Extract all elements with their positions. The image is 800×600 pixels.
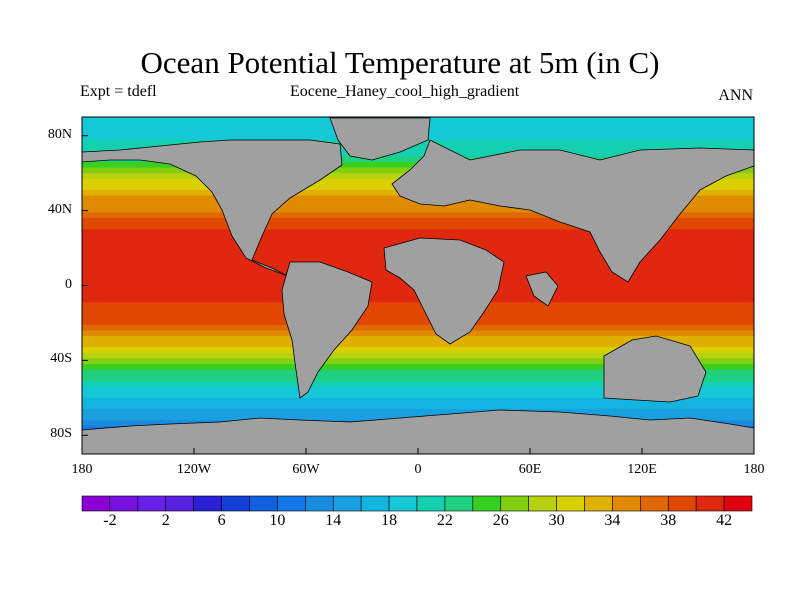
landmass-africa bbox=[383, 237, 505, 345]
temperature-band bbox=[82, 302, 754, 309]
temperature-band bbox=[82, 319, 754, 326]
longitude-tick-label: 0 bbox=[414, 462, 422, 477]
temperature-band bbox=[82, 150, 754, 157]
temperature-band bbox=[82, 364, 754, 371]
colorbar-label: 42 bbox=[716, 512, 733, 529]
latitude-tick-label: 80N bbox=[47, 126, 72, 142]
colorbar-box bbox=[81, 495, 111, 512]
colorbar-box bbox=[221, 495, 250, 512]
colorbar-box bbox=[640, 495, 669, 512]
colorbar-box bbox=[667, 495, 697, 512]
colorbar-label: 2 bbox=[161, 512, 170, 529]
colorbar-label: 30 bbox=[548, 512, 565, 529]
latitude-tick-label: 80S bbox=[50, 426, 72, 442]
temperature-band bbox=[82, 324, 754, 332]
colorbar-box bbox=[723, 495, 753, 512]
colorbar-box bbox=[277, 495, 306, 512]
colorbar-box bbox=[249, 495, 278, 512]
temperature-band bbox=[82, 212, 754, 219]
colorbar-box bbox=[305, 495, 334, 512]
colorbar-box bbox=[388, 495, 418, 512]
temperature-band bbox=[82, 347, 754, 354]
temperature-band bbox=[82, 330, 754, 337]
colorbar-label: 22 bbox=[436, 512, 453, 529]
latitude-tick-label: 0 bbox=[65, 276, 72, 292]
colorbar-box bbox=[500, 495, 529, 512]
temperature-band bbox=[82, 313, 754, 320]
colorbar-box bbox=[472, 495, 502, 512]
colorbar-box bbox=[528, 495, 557, 512]
map-title: Ocean Potential Temperature at 5m (in C) bbox=[140, 45, 660, 80]
temperature-band bbox=[82, 223, 754, 230]
temperature-band bbox=[82, 358, 754, 365]
longitude-tick-label: 120E bbox=[627, 462, 657, 477]
landmass-greenland bbox=[329, 117, 431, 161]
colorbar-label: 10 bbox=[269, 512, 286, 529]
landmass-eurasia bbox=[391, 139, 754, 283]
colorbar-box bbox=[695, 495, 725, 512]
temperature-band bbox=[82, 409, 754, 416]
colorbar-box bbox=[584, 495, 613, 512]
temperature-band bbox=[82, 375, 754, 382]
temperature-band bbox=[82, 307, 754, 315]
colorbar-label: 14 bbox=[325, 512, 342, 529]
colorbar-box bbox=[165, 495, 194, 512]
latitude-tick-label: 40N bbox=[47, 201, 72, 217]
temperature-band bbox=[82, 397, 754, 405]
landmass-south-america bbox=[281, 261, 373, 399]
temperature-band bbox=[82, 336, 754, 343]
temperature-band bbox=[82, 156, 754, 163]
landmass-antarctica bbox=[82, 409, 754, 454]
landmass-north-america bbox=[82, 139, 343, 277]
longitude-tick-label: 120W bbox=[176, 462, 212, 477]
temperature-band bbox=[82, 341, 754, 348]
colorbar-box bbox=[416, 495, 446, 512]
temperature-band bbox=[82, 369, 754, 376]
colorbar-boxes bbox=[81, 495, 753, 512]
temperature-band bbox=[82, 380, 754, 388]
latitude-tick-label: 40S bbox=[50, 351, 72, 367]
temperature-band bbox=[82, 403, 754, 410]
axis-ticks bbox=[81, 135, 755, 454]
colorbar-label: 18 bbox=[381, 512, 398, 529]
landmass-australia bbox=[603, 335, 707, 403]
temperature-band bbox=[82, 206, 754, 214]
temperature-band bbox=[82, 352, 754, 360]
temperature-band bbox=[82, 218, 754, 225]
temperature-band bbox=[82, 296, 754, 303]
longitude-tick-label: 60W bbox=[292, 462, 320, 477]
colorbar-box bbox=[193, 495, 222, 512]
season-label: ANN bbox=[718, 87, 753, 104]
longitude-tick-label: 180 bbox=[743, 462, 765, 477]
temperature-band bbox=[82, 201, 754, 208]
temperature-band bbox=[82, 386, 754, 393]
colorbar-box bbox=[444, 495, 474, 512]
colorbar-label: 6 bbox=[217, 512, 226, 529]
colorbar-box bbox=[332, 495, 362, 512]
colorbar-box bbox=[360, 495, 390, 512]
temperature-band bbox=[82, 145, 754, 152]
colorbar-label: 26 bbox=[492, 512, 509, 529]
land-mask bbox=[82, 117, 754, 454]
colorbar-label: 38 bbox=[660, 512, 677, 529]
landmass-india bbox=[525, 271, 559, 307]
colorbar-label: -2 bbox=[103, 512, 117, 529]
longitude-tick-label: 180 bbox=[71, 462, 93, 477]
temperature-band bbox=[82, 234, 754, 242]
experiment-label: Expt = tdefl bbox=[80, 83, 157, 100]
longitude-tick-label: 60E bbox=[518, 462, 542, 477]
temperature-band bbox=[82, 229, 754, 236]
temperature-band bbox=[82, 392, 754, 399]
colorbar-box bbox=[556, 495, 585, 512]
colorbar-box bbox=[137, 495, 167, 512]
case-name-label: Eocene_Haney_cool_high_gradient bbox=[290, 83, 520, 100]
colorbar-label: 34 bbox=[604, 512, 621, 529]
colorbar-box bbox=[109, 495, 139, 512]
colorbar-box bbox=[612, 495, 641, 512]
